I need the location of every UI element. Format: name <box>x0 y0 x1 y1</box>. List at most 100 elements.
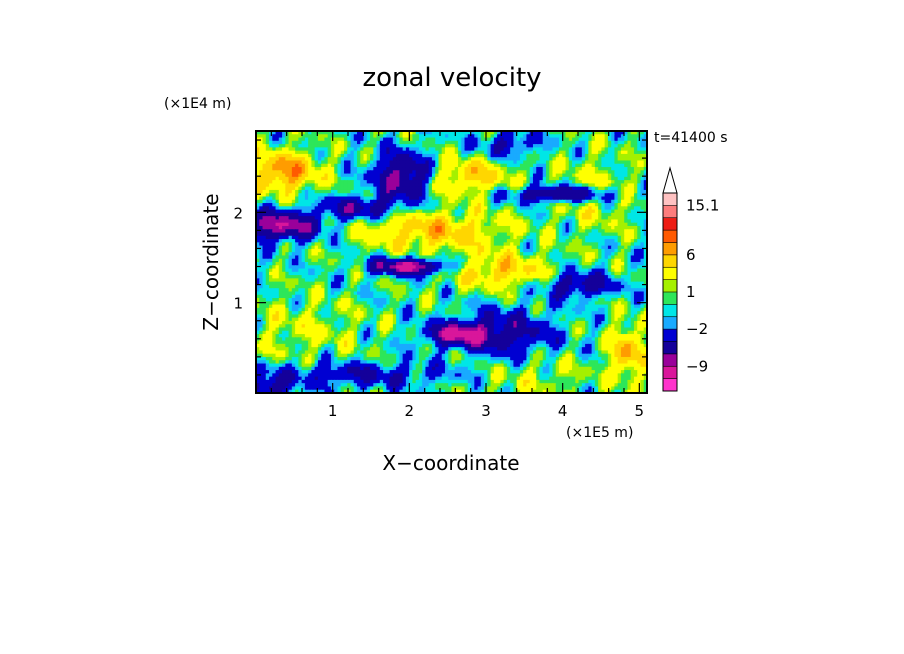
heatmap-cell <box>321 232 326 237</box>
heatmap-cell <box>402 232 407 237</box>
heatmap-cell <box>448 212 453 217</box>
heatmap-cell <box>539 196 544 201</box>
heatmap-cell <box>376 255 381 260</box>
heatmap-cell <box>480 232 485 237</box>
heatmap-cell <box>262 137 267 142</box>
heatmap-cell <box>295 180 299 185</box>
heatmap-cell <box>308 232 312 237</box>
heatmap-cell <box>347 183 352 188</box>
heatmap-cell <box>611 186 616 191</box>
heatmap-cell <box>373 131 378 135</box>
heatmap-cell <box>601 137 606 142</box>
heatmap-cell <box>272 144 277 148</box>
heatmap-cell <box>376 212 381 217</box>
heatmap-cell <box>594 183 599 188</box>
heatmap-cell <box>347 196 352 201</box>
heatmap-cell <box>275 137 280 142</box>
heatmap-cell <box>402 199 407 204</box>
heatmap-cell <box>441 222 446 227</box>
heatmap-cell <box>386 137 391 142</box>
heatmap-cell <box>477 160 482 165</box>
heatmap-cell <box>643 262 647 266</box>
heatmap-cell <box>278 229 283 234</box>
heatmap-cell <box>285 189 290 194</box>
heatmap-cell <box>591 140 596 145</box>
heatmap-cell <box>259 183 264 188</box>
heatmap-cell <box>490 160 495 165</box>
heatmap-cell <box>539 242 544 247</box>
heatmap-cell <box>614 212 619 217</box>
heatmap-cell <box>415 144 420 148</box>
heatmap-cell <box>539 134 544 139</box>
heatmap-cell <box>532 153 537 158</box>
heatmap-cell <box>317 150 322 155</box>
heatmap-cell <box>598 216 602 221</box>
heatmap-cell <box>484 140 488 145</box>
heatmap-cell <box>474 170 479 175</box>
heatmap-cell <box>321 258 326 263</box>
heatmap-cell <box>542 235 547 240</box>
heatmap-cell <box>291 242 296 247</box>
heatmap-cell <box>581 248 586 253</box>
heatmap-cell <box>343 180 348 185</box>
heatmap-cell <box>357 160 361 165</box>
heatmap-cell <box>298 219 303 224</box>
heatmap-cell <box>497 242 501 247</box>
heatmap-cell <box>360 173 365 178</box>
heatmap-cell <box>347 131 352 135</box>
heatmap-cell <box>454 229 459 234</box>
heatmap-cell <box>422 242 427 247</box>
heatmap-cell <box>523 150 528 155</box>
heatmap-cell <box>379 229 384 234</box>
heatmap-cell <box>633 262 638 266</box>
heatmap-cell <box>340 252 345 257</box>
heatmap-cell <box>643 176 647 181</box>
heatmap-cell <box>343 189 348 194</box>
heatmap-cell <box>396 189 400 194</box>
heatmap-cell <box>611 203 616 207</box>
heatmap-cell <box>301 265 306 270</box>
heatmap-cell <box>376 252 381 257</box>
heatmap-cell <box>552 222 557 227</box>
heatmap-cell <box>523 189 528 194</box>
heatmap-cell <box>633 150 638 155</box>
heatmap-cell <box>588 167 593 171</box>
heatmap-cell <box>510 163 515 168</box>
heatmap-cell <box>500 170 505 175</box>
heatmap-cell <box>444 199 449 204</box>
heatmap-cell <box>624 242 629 247</box>
heatmap-cell <box>529 242 534 247</box>
heatmap-cell <box>497 140 501 145</box>
heatmap-cell <box>588 150 593 155</box>
heatmap-cell <box>451 144 456 148</box>
heatmap-cell <box>353 140 358 145</box>
heatmap-cell <box>357 193 361 198</box>
heatmap-cell <box>630 193 635 198</box>
heatmap-cell <box>396 186 400 191</box>
heatmap-cell <box>357 242 361 247</box>
heatmap-cell <box>373 209 378 214</box>
heatmap-cell <box>321 216 326 221</box>
heatmap-cell <box>545 242 550 247</box>
heatmap-cell <box>256 196 260 201</box>
heatmap-cell <box>298 150 303 155</box>
heatmap-cell <box>415 131 420 135</box>
heatmap-cell <box>308 134 312 139</box>
heatmap-cell <box>624 163 629 168</box>
heatmap-cell <box>562 229 567 234</box>
heatmap-cell <box>301 150 306 155</box>
heatmap-cell <box>324 170 329 175</box>
heatmap-cell <box>350 163 355 168</box>
heatmap-cell <box>627 144 632 148</box>
heatmap-cell <box>422 150 427 155</box>
heatmap-cell <box>539 235 544 240</box>
heatmap-cell <box>435 134 440 139</box>
heatmap-cell <box>370 235 374 240</box>
heatmap-cell <box>324 206 329 211</box>
heatmap-cell <box>578 183 583 188</box>
heatmap-cell <box>396 150 400 155</box>
heatmap-cell <box>311 229 316 234</box>
heatmap-cell <box>265 242 270 247</box>
heatmap-cell <box>480 157 485 162</box>
heatmap-cell <box>451 137 456 142</box>
